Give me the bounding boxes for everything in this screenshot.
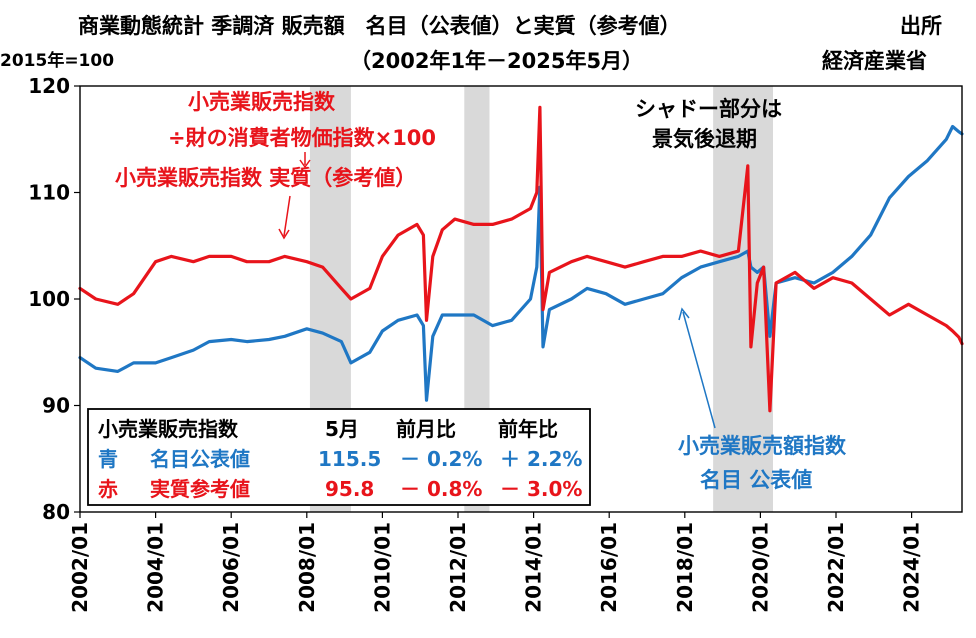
y-tick-label-120: 120 [28,74,70,98]
series-lines [78,105,964,413]
x-tick-label-2008/01: 2008/01 [295,522,319,613]
x-axis: 2002/01 2004/01 2006/01 2008/01 2010/01 2012/… [68,512,924,613]
x-tick-label-2004/01: 2004/01 [144,522,168,613]
blue-label-arrow-head [678,307,690,321]
red-label-arrow-small-head [299,159,311,169]
y-axis: 80 90 100 110 120 [28,74,80,524]
red-label-arrow-head [278,228,290,240]
plot-frame [79,85,963,513]
base-year-label: 2015年=100 [0,50,114,71]
x-tick-label-2024/01: 2024/01 [900,522,924,613]
table-row-nominal-color: 青 [98,447,118,471]
table-row-nominal-yoy: ＋ 2.2% [500,447,582,471]
y-tick-label-110: 110 [28,181,70,205]
table-row-nominal-name: 名目公表値 [150,447,250,471]
x-tick-label-2006/01: 2006/01 [219,522,243,613]
table-row-real-color: 赤 [98,477,118,501]
table-row-real-yoy: － 3.0% [500,477,582,501]
red-label-line3: 小売業販売指数 実質（参考値） [115,166,416,190]
recession-shades [309,86,773,512]
x-tick-label-2022/01: 2022/01 [824,522,848,613]
table-row-nominal-value: 115.5 [318,447,381,471]
table-header-mom: 前月比 [396,417,456,441]
x-tick-label-2012/01: 2012/01 [446,522,470,613]
y-tick-label-100: 100 [28,287,70,311]
source-label: 出所 [900,14,942,38]
y-tick-label-90: 90 [42,394,70,418]
summary-table-box [87,408,591,506]
table-row-real-value: 95.8 [325,477,374,501]
red-label-line1: 小売業販売指数 [188,90,336,114]
x-tick-label-2010/01: 2010/01 [370,522,394,613]
table-header-title: 小売業販売指数 [98,417,239,441]
chart-subtitle: （2002年1年－2025年5月） [350,49,643,73]
x-tick-label-2002/01: 2002/01 [68,522,92,613]
table-header-month: 5月 [325,417,359,441]
red-label-arrow [283,195,291,237]
recession-shade-2 [713,86,773,512]
x-tick-label-2014/01: 2014/01 [522,522,546,613]
summary-table: 小売業販売指数 5月 前月比 前年比 青 名目公表値 115.5 － 0.2% … [87,408,591,506]
blue-label-arrow [682,311,716,429]
source-name: 経済産業省 [822,49,927,73]
x-tick-label-2016/01: 2016/01 [597,522,621,613]
blue-label-line2: 名目 公表値 [700,468,812,492]
recession-label-line2: 景気後退期 [652,127,757,151]
series-line-real [78,105,964,413]
red-label-line2: ÷財の消費者物価指数×100 [168,126,436,150]
chart-title: 商業動態統計 季調済 販売額 名目（公表値）と実質（参考値） [78,14,681,38]
table-row-nominal-mom: － 0.2% [400,447,482,471]
y-tick-label-80: 80 [42,500,70,524]
x-tick-label-2018/01: 2018/01 [673,522,697,613]
blue-label-line1: 小売業販売額指数 [678,434,847,458]
table-row-real-name: 実質参考値 [150,477,250,501]
table-row-real-mom: － 0.8% [400,477,482,501]
table-header-yoy: 前年比 [498,417,558,441]
recession-label-line1: シャドー部分は [635,97,782,121]
x-tick-label-2020/01: 2020/01 [748,522,772,613]
